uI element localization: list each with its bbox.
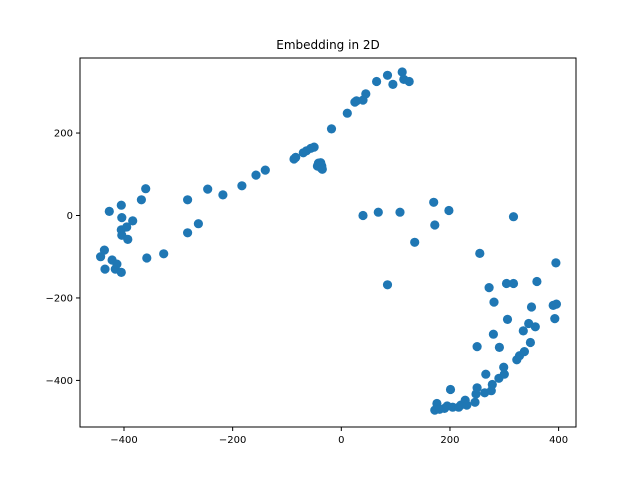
scatter-point <box>519 347 530 357</box>
scatter-point <box>508 278 519 289</box>
scatter-point <box>358 210 368 221</box>
scatter-point <box>218 190 228 200</box>
scatter-point <box>429 197 439 207</box>
scatter-point <box>361 89 371 99</box>
scatter-point <box>123 234 133 244</box>
scatter-point <box>183 195 193 205</box>
scatter-point <box>388 79 398 89</box>
scatter-point <box>470 397 480 407</box>
scatter-point <box>251 170 261 180</box>
scatter-point <box>100 264 110 274</box>
scatter-point <box>508 212 519 222</box>
scatter-point <box>499 362 509 372</box>
data-points <box>96 67 562 415</box>
scatter-point <box>475 248 485 258</box>
scatter-point <box>445 384 456 395</box>
scatter-point <box>410 237 420 247</box>
scatter-point <box>501 278 512 289</box>
x-tick-label: 200 <box>440 435 459 446</box>
scatter-point <box>502 314 513 324</box>
scatter-point <box>309 142 319 152</box>
scatter-point <box>342 108 352 118</box>
y-tick-label: 200 <box>54 129 73 140</box>
scatter-point <box>382 70 393 80</box>
scatter-point <box>551 258 561 268</box>
scatter-point <box>141 184 151 194</box>
scatter-point <box>462 400 472 410</box>
scatter-point <box>395 207 405 217</box>
scatter-point <box>382 280 393 290</box>
y-axis-ticks: −400 −200 0 200 <box>46 129 80 387</box>
scatter-point <box>489 297 499 307</box>
scatter-point <box>159 249 169 259</box>
scatter-point <box>397 67 407 77</box>
plot-frame <box>79 57 577 428</box>
scatter-point <box>116 267 126 277</box>
scatter-point <box>317 164 327 174</box>
y-tick-label: 0 <box>67 211 73 222</box>
scatter-point <box>481 369 491 379</box>
x-tick-label: −200 <box>219 435 246 446</box>
scatter-point <box>526 302 537 312</box>
scatter-point <box>183 228 193 238</box>
scatter-point <box>116 200 126 210</box>
scatter-point <box>472 383 482 393</box>
chart-title: Embedding in 2D <box>276 38 380 52</box>
y-tick-label: −200 <box>46 293 73 304</box>
scatter-point <box>499 369 509 379</box>
scatter-point <box>372 76 382 87</box>
scatter-point <box>444 205 454 216</box>
scatter-point <box>326 124 337 134</box>
scatter-point <box>550 314 560 324</box>
scatter-point <box>525 337 536 348</box>
scatter-point <box>136 195 146 205</box>
scatter-point <box>494 342 504 352</box>
y-tick-label: −400 <box>46 376 73 387</box>
scatter-point <box>404 76 414 87</box>
scatter-point <box>237 181 247 191</box>
scatter-point <box>260 165 270 175</box>
scatter-point <box>488 329 498 339</box>
scatter-point <box>487 379 497 390</box>
x-tick-label: −400 <box>110 435 137 446</box>
scatter-point <box>117 213 127 223</box>
scatter-point <box>128 216 138 226</box>
scatter-point <box>104 206 114 216</box>
scatter-point <box>203 184 213 194</box>
scatter-point <box>99 245 109 255</box>
scatter-point <box>518 326 528 336</box>
scatter-point <box>373 207 383 217</box>
scatter-point <box>122 222 132 232</box>
x-axis-ticks: −400 −200 0 200 400 <box>110 427 568 446</box>
scatter-point <box>291 152 301 162</box>
scatter-point <box>484 283 494 293</box>
scatter-point <box>472 342 482 352</box>
scatter-point <box>112 259 122 269</box>
x-tick-label: 400 <box>549 435 568 446</box>
scatter-point <box>142 253 152 263</box>
scatter-point <box>193 219 203 229</box>
scatter-point <box>532 276 542 287</box>
x-tick-label: 0 <box>338 435 344 446</box>
scatter-point <box>551 299 562 309</box>
scatter-point <box>530 322 540 332</box>
scatter-point <box>430 220 440 230</box>
